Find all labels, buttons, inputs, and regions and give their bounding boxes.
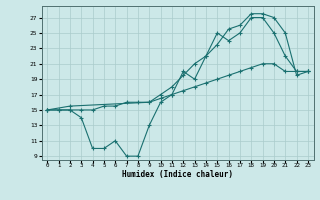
X-axis label: Humidex (Indice chaleur): Humidex (Indice chaleur) bbox=[122, 170, 233, 179]
